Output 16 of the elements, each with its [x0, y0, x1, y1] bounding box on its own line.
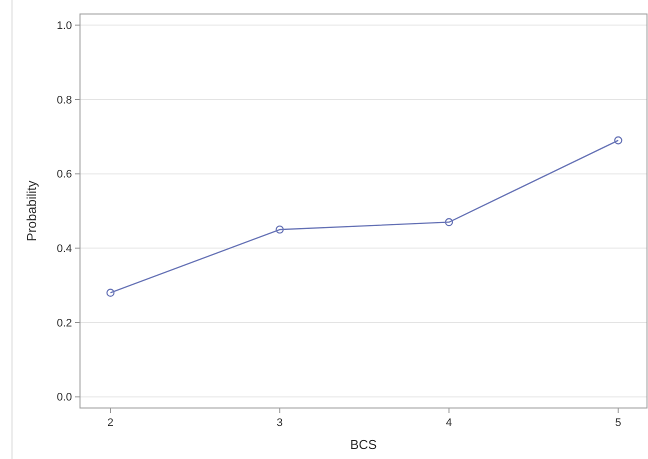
point	[276, 225, 284, 234]
point	[106, 288, 115, 297]
x-tick-label: 3	[276, 417, 283, 429]
x-tick-label: 4	[446, 417, 452, 429]
point	[444, 218, 454, 226]
y-axis-title: Probability	[24, 180, 39, 242]
x-tick-label: 5	[615, 417, 622, 429]
y-tick-label: 0.8	[56, 94, 72, 106]
y-tick-label: 0.4	[56, 243, 72, 256]
y-tick-label: 0.0	[56, 392, 72, 404]
y-tick-label: 1.0	[56, 20, 72, 32]
x-axis-title: BCS	[350, 437, 378, 452]
y-tick-label: 0.6	[56, 168, 72, 181]
point	[614, 136, 622, 144]
x-tick-label: 2	[107, 417, 114, 429]
y-tick-label: 0.2	[56, 317, 72, 330]
